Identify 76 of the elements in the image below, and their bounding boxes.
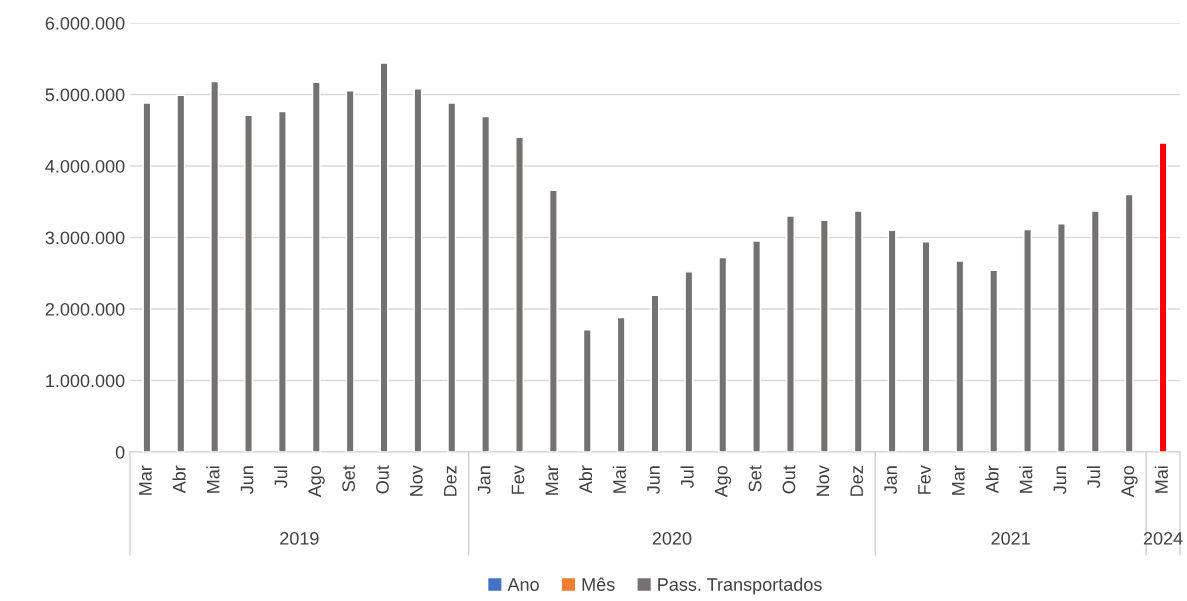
text: 2021: [991, 532, 1030, 545]
x-tick-label: Set: [748, 465, 762, 492]
x-tick-label: Mar: [952, 465, 965, 495]
x-tick-label: Ago: [308, 465, 325, 498]
x-tick-label: Fev: [511, 465, 525, 494]
x-tick-label: Out: [782, 465, 796, 494]
legend-label: Mês: [582, 577, 615, 591]
x-tick-label: Ago: [714, 465, 732, 498]
x-tick-label: Jan: [884, 466, 897, 495]
x-tick-label: Ago: [1121, 465, 1138, 498]
bar: [718, 256, 728, 452]
text: 2020: [652, 532, 692, 545]
bar: [210, 80, 220, 452]
x-tick-label: Jul: [680, 466, 694, 488]
y-tick-label: 2.000.000: [45, 302, 125, 316]
bar: [786, 215, 795, 452]
bar: [921, 241, 931, 452]
bar: [582, 329, 592, 452]
x-tick-label: Nov: [816, 465, 830, 496]
x-tick-label: Abr: [172, 465, 186, 494]
bar: [176, 94, 186, 452]
x-tick-label: Fev: [918, 465, 931, 494]
x-tick-label: Nov: [410, 465, 423, 496]
bar: [481, 115, 491, 452]
bar: [277, 110, 287, 452]
x-tick-label: Jul: [274, 466, 288, 488]
x-tick-label: Mai: [612, 466, 626, 493]
y-tick-label: 1.000.000: [46, 374, 125, 388]
x-tick-label: Dez: [850, 466, 864, 496]
bar: [819, 219, 829, 452]
y-tick-label: 0: [115, 445, 125, 459]
x-tick-label: Jul: [1086, 466, 1101, 488]
x-tick-label: Dez: [444, 466, 457, 496]
text: 2019: [280, 532, 319, 545]
y-tick-label: 3.000.000: [45, 231, 125, 245]
bar: [616, 316, 626, 452]
bar: [684, 271, 694, 452]
bar: [345, 90, 355, 452]
bar: [142, 102, 152, 452]
bar: [244, 114, 253, 452]
bar: [752, 240, 762, 452]
bar: [379, 62, 389, 452]
y-tick-label: 5.000.000: [45, 88, 125, 102]
x-tick-label: Mai: [1019, 466, 1033, 493]
x-tick-label: Set: [342, 465, 356, 492]
x-tick-label: Mar: [545, 465, 559, 495]
x-tick-label: Jun: [1053, 466, 1067, 495]
bar: [311, 81, 321, 452]
bar: [955, 260, 965, 452]
legend-label: Ano: [507, 578, 539, 591]
bar: [515, 136, 524, 452]
x-tick-label: Mai: [206, 466, 220, 493]
bar: [650, 294, 660, 452]
y-tick-label: 4.000.000: [45, 159, 125, 173]
y-tick-label: 6.000.000: [45, 16, 125, 30]
x-tick-label: Abr: [578, 465, 593, 494]
bar: [887, 229, 897, 452]
bar: [989, 269, 999, 452]
x-tick-label: Jun: [647, 466, 660, 495]
bar: [1124, 193, 1134, 452]
x-tick-label: Abr: [985, 465, 999, 494]
text: 2024: [1143, 532, 1183, 545]
bar: [1023, 228, 1033, 452]
legend-label: Pass. Transportados: [658, 577, 822, 595]
x-tick-label: Out: [376, 465, 389, 494]
x-tick-label: Mai: [1154, 466, 1168, 493]
bar: [548, 189, 558, 452]
x-tick-label: Jun: [240, 466, 254, 495]
x-tick-label: Jan: [477, 466, 491, 495]
bar: [1090, 210, 1100, 452]
bar: [1158, 142, 1168, 452]
bar: [447, 102, 457, 452]
bar: [1057, 223, 1066, 452]
bar: [853, 210, 863, 452]
bar: [413, 88, 423, 452]
x-tick-label: Mar: [139, 465, 152, 495]
